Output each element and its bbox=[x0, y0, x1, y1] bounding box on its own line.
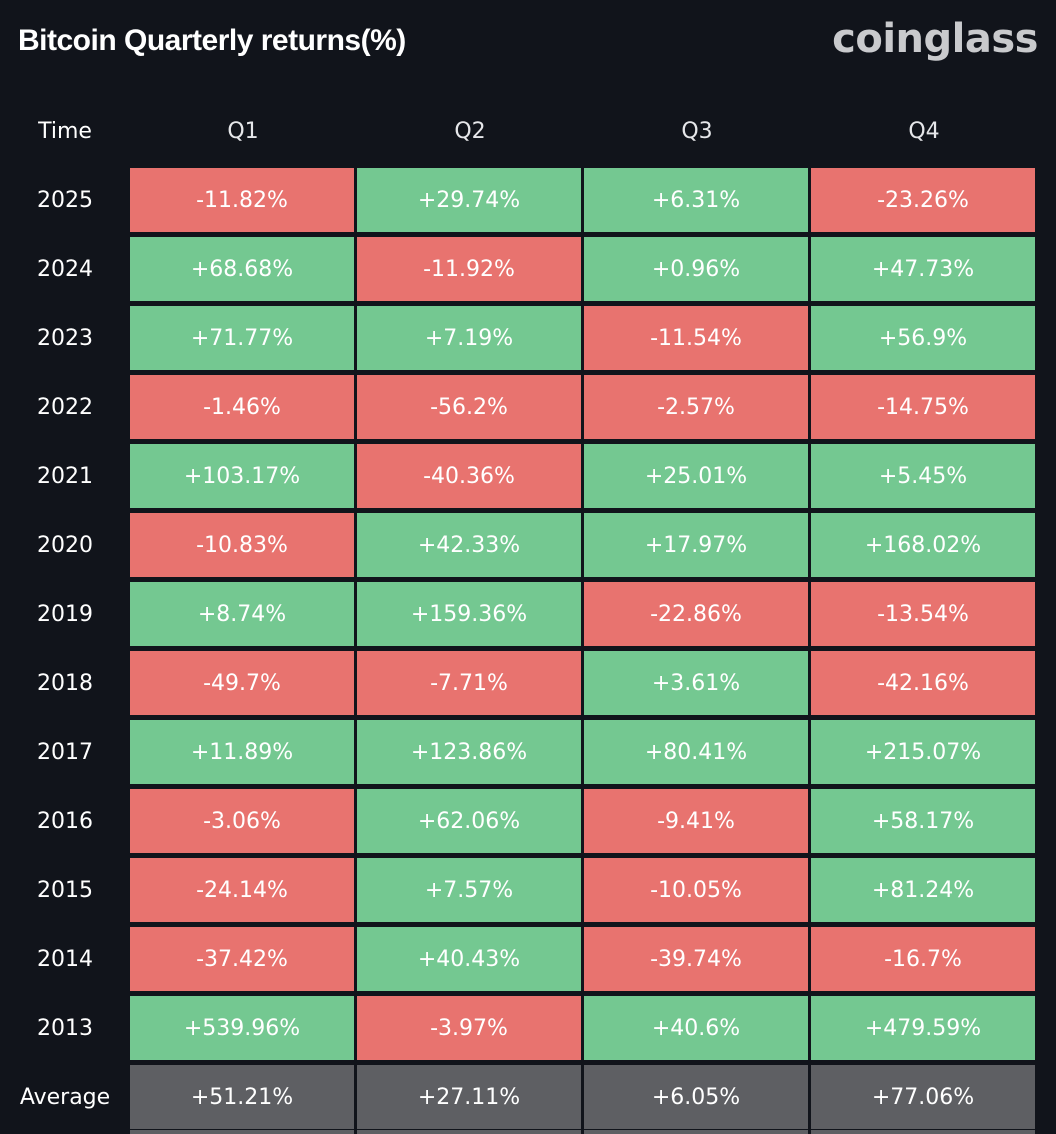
table-row: 2022 -1.46% -56.2% -2.57% -14.75% bbox=[0, 375, 1056, 439]
return-cell-q3: -22.86% bbox=[584, 582, 808, 646]
return-cell-q2: -56.2% bbox=[357, 375, 581, 439]
return-cell-q2: +159.36% bbox=[357, 582, 581, 646]
average-cell-q1: +51.21% bbox=[130, 1065, 354, 1129]
return-cell-q1: -37.42% bbox=[130, 927, 354, 991]
return-cell-q1: -11.82% bbox=[130, 168, 354, 232]
table-row: 2018 -49.7% -7.71% +3.61% -42.16% bbox=[0, 651, 1056, 715]
return-cell-q1: +8.74% bbox=[130, 582, 354, 646]
return-cell-q1: +68.68% bbox=[130, 237, 354, 301]
return-cell-q2: +29.74% bbox=[357, 168, 581, 232]
year-label: 2021 bbox=[37, 463, 93, 489]
return-cell-q4: +58.17% bbox=[811, 789, 1035, 853]
return-cell-q2: -7.71% bbox=[357, 651, 581, 715]
year-label: 2018 bbox=[37, 670, 93, 696]
table-row: 2023 +71.77% +7.19% -11.54% +56.9% bbox=[0, 306, 1056, 370]
return-cell-q4: -13.54% bbox=[811, 582, 1035, 646]
table-overflow-cell bbox=[811, 1130, 1035, 1134]
coinglass-logo: coinglass bbox=[832, 16, 1038, 62]
table-row: 2015 -24.14% +7.57% -10.05% +81.24% bbox=[0, 858, 1056, 922]
return-cell-q4: +215.07% bbox=[811, 720, 1035, 784]
return-cell-q2: +7.57% bbox=[357, 858, 581, 922]
year-label: 2019 bbox=[37, 601, 93, 627]
header-q4: Q4 bbox=[908, 118, 940, 144]
average-row: Average +51.21% +27.11% +6.05% +77.06% bbox=[0, 1065, 1056, 1129]
return-cell-q4: +47.73% bbox=[811, 237, 1035, 301]
average-cell-q4: +77.06% bbox=[811, 1065, 1035, 1129]
return-cell-q1: +539.96% bbox=[130, 996, 354, 1060]
year-label: 2013 bbox=[37, 1015, 93, 1041]
header-time: Time bbox=[38, 118, 92, 144]
year-label: 2022 bbox=[37, 394, 93, 420]
return-cell-q2: +42.33% bbox=[357, 513, 581, 577]
return-cell-q2: +7.19% bbox=[357, 306, 581, 370]
return-cell-q4: -16.7% bbox=[811, 927, 1035, 991]
table-row: 2014 -37.42% +40.43% -39.74% -16.7% bbox=[0, 927, 1056, 991]
return-cell-q4: +81.24% bbox=[811, 858, 1035, 922]
return-cell-q3: +17.97% bbox=[584, 513, 808, 577]
year-label: 2015 bbox=[37, 877, 93, 903]
header-q2: Q2 bbox=[454, 118, 486, 144]
table-header: Time Q1 Q2 Q3 Q4 bbox=[0, 99, 1056, 163]
return-cell-q1: -10.83% bbox=[130, 513, 354, 577]
chart-title: Bitcoin Quarterly returns(%) bbox=[18, 24, 406, 57]
return-cell-q2: -40.36% bbox=[357, 444, 581, 508]
table-row: 2016 -3.06% +62.06% -9.41% +58.17% bbox=[0, 789, 1056, 853]
return-cell-q4: +168.02% bbox=[811, 513, 1035, 577]
return-cell-q3: +80.41% bbox=[584, 720, 808, 784]
average-cell-q3: +6.05% bbox=[584, 1065, 808, 1129]
return-cell-q3: -11.54% bbox=[584, 306, 808, 370]
return-cell-q3: -39.74% bbox=[584, 927, 808, 991]
average-label: Average bbox=[19, 1084, 111, 1110]
return-cell-q1: +103.17% bbox=[130, 444, 354, 508]
return-cell-q4: +479.59% bbox=[811, 996, 1035, 1060]
table-row: 2020 -10.83% +42.33% +17.97% +168.02% bbox=[0, 513, 1056, 577]
table-overflow-cell bbox=[130, 1130, 354, 1134]
year-label: 2023 bbox=[37, 325, 93, 351]
header-q3: Q3 bbox=[681, 118, 713, 144]
table-row: 2017 +11.89% +123.86% +80.41% +215.07% bbox=[0, 720, 1056, 784]
return-cell-q1: -49.7% bbox=[130, 651, 354, 715]
table-row: 2024 +68.68% -11.92% +0.96% +47.73% bbox=[0, 237, 1056, 301]
year-label: 2020 bbox=[37, 532, 93, 558]
return-cell-q3: -9.41% bbox=[584, 789, 808, 853]
return-cell-q1: -3.06% bbox=[130, 789, 354, 853]
return-cell-q2: -11.92% bbox=[357, 237, 581, 301]
return-cell-q3: +0.96% bbox=[584, 237, 808, 301]
table-row: 2025 -11.82% +29.74% +6.31% -23.26% bbox=[0, 168, 1056, 232]
return-cell-q4: +56.9% bbox=[811, 306, 1035, 370]
table-overflow-cell bbox=[357, 1130, 581, 1134]
return-cell-q3: +6.31% bbox=[584, 168, 808, 232]
year-label: 2016 bbox=[37, 808, 93, 834]
year-label: 2017 bbox=[37, 739, 93, 765]
return-cell-q3: +3.61% bbox=[584, 651, 808, 715]
header-q1: Q1 bbox=[227, 118, 259, 144]
return-cell-q4: -42.16% bbox=[811, 651, 1035, 715]
year-label: 2025 bbox=[37, 187, 93, 213]
year-label: 2014 bbox=[37, 946, 93, 972]
return-cell-q4: -14.75% bbox=[811, 375, 1035, 439]
return-cell-q2: +62.06% bbox=[357, 789, 581, 853]
table-row: 2019 +8.74% +159.36% -22.86% -13.54% bbox=[0, 582, 1056, 646]
return-cell-q3: +40.6% bbox=[584, 996, 808, 1060]
return-cell-q3: -2.57% bbox=[584, 375, 808, 439]
return-cell-q3: +25.01% bbox=[584, 444, 808, 508]
return-cell-q1: -1.46% bbox=[130, 375, 354, 439]
return-cell-q1: +71.77% bbox=[130, 306, 354, 370]
return-cell-q4: +5.45% bbox=[811, 444, 1035, 508]
year-label: 2024 bbox=[37, 256, 93, 282]
average-cell-q2: +27.11% bbox=[357, 1065, 581, 1129]
return-cell-q3: -10.05% bbox=[584, 858, 808, 922]
table-overflow-cell bbox=[584, 1130, 808, 1134]
table-row: 2013 +539.96% -3.97% +40.6% +479.59% bbox=[0, 996, 1056, 1060]
table-row: 2021 +103.17% -40.36% +25.01% +5.45% bbox=[0, 444, 1056, 508]
return-cell-q4: -23.26% bbox=[811, 168, 1035, 232]
return-cell-q2: +40.43% bbox=[357, 927, 581, 991]
return-cell-q1: +11.89% bbox=[130, 720, 354, 784]
return-cell-q1: -24.14% bbox=[130, 858, 354, 922]
return-cell-q2: -3.97% bbox=[357, 996, 581, 1060]
return-cell-q2: +123.86% bbox=[357, 720, 581, 784]
